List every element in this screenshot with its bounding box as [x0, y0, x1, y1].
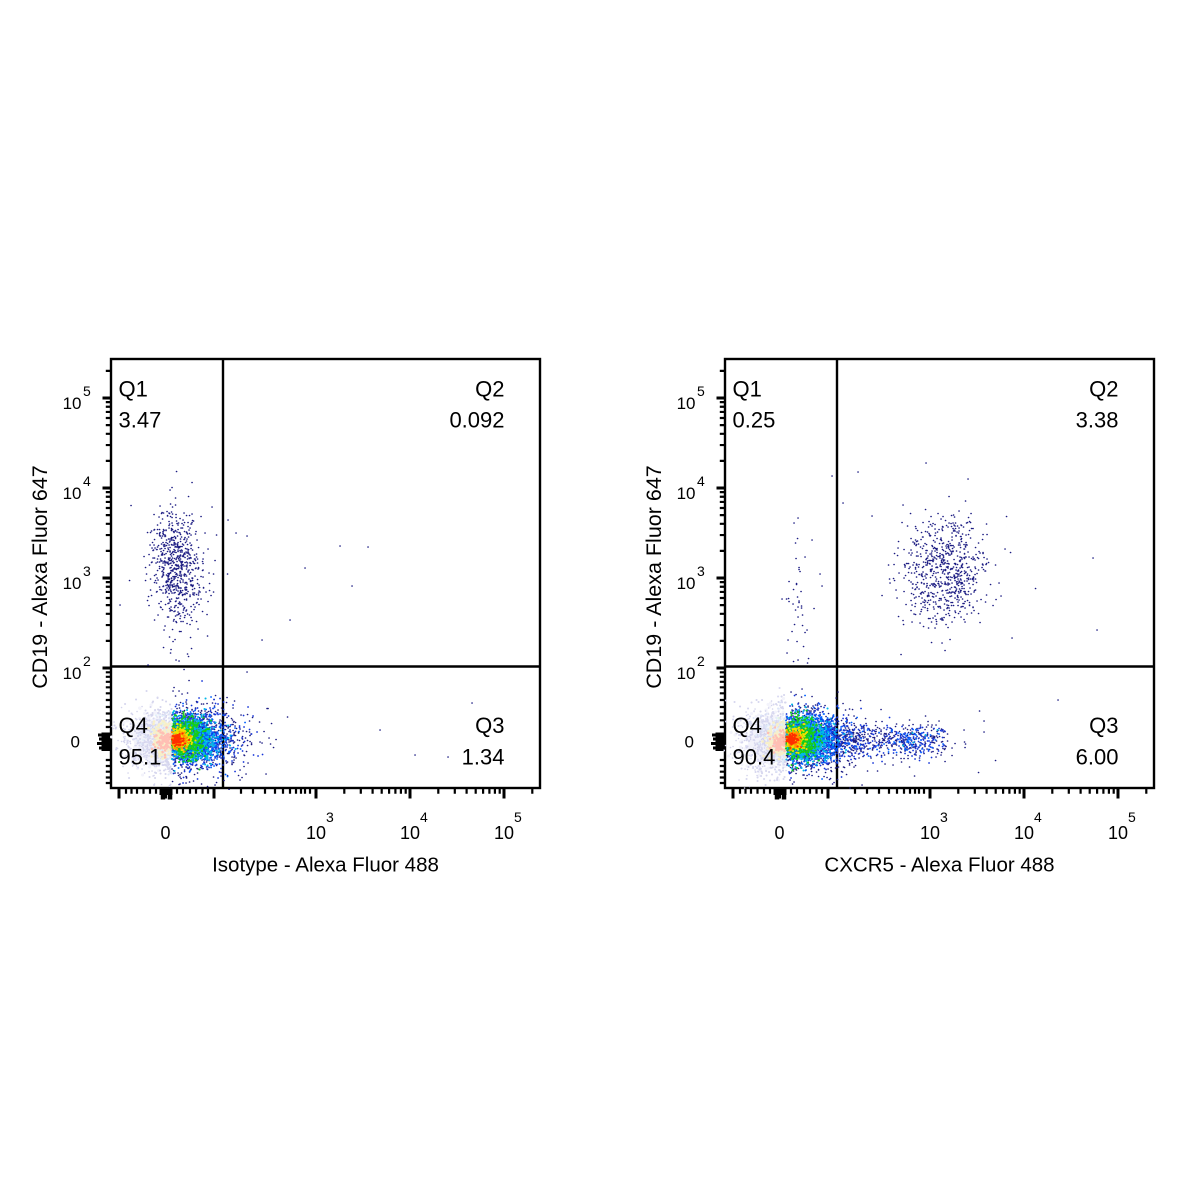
svg-text:10: 10 — [400, 823, 420, 843]
svg-text:10: 10 — [63, 394, 82, 413]
svg-text:2: 2 — [83, 653, 91, 669]
svg-text:3: 3 — [83, 563, 91, 579]
svg-text:10: 10 — [677, 484, 696, 503]
svg-text:0.092: 0.092 — [449, 408, 504, 433]
svg-text:10: 10 — [306, 823, 326, 843]
svg-text:5: 5 — [1128, 809, 1136, 825]
svg-text:2: 2 — [697, 653, 705, 669]
svg-text:Q1: Q1 — [733, 377, 762, 402]
svg-text:10: 10 — [63, 574, 82, 593]
svg-text:3: 3 — [940, 809, 948, 825]
svg-text:10: 10 — [677, 574, 696, 593]
svg-text:10: 10 — [1108, 823, 1128, 843]
svg-text:5: 5 — [514, 809, 522, 825]
svg-text:3: 3 — [326, 809, 334, 825]
svg-text:0: 0 — [160, 823, 170, 843]
svg-text:0: 0 — [71, 733, 80, 752]
svg-text:5: 5 — [83, 383, 91, 399]
svg-text:Q2: Q2 — [475, 377, 504, 402]
svg-text:5: 5 — [697, 383, 705, 399]
svg-text:Q4: Q4 — [733, 713, 762, 738]
svg-text:3.47: 3.47 — [119, 408, 162, 433]
svg-text:0: 0 — [685, 733, 694, 752]
svg-text:3: 3 — [697, 563, 705, 579]
svg-text:Q1: Q1 — [119, 377, 148, 402]
svg-text:10: 10 — [1014, 823, 1034, 843]
svg-text:Q3: Q3 — [475, 713, 504, 738]
svg-text:CXCR5 - Alexa Fluor 488: CXCR5 - Alexa Fluor 488 — [824, 854, 1054, 877]
svg-text:Q4: Q4 — [119, 713, 148, 738]
svg-text:10: 10 — [677, 394, 696, 413]
svg-text:4: 4 — [1034, 809, 1042, 825]
svg-text:0.25: 0.25 — [733, 408, 776, 433]
svg-text:3.38: 3.38 — [1076, 408, 1119, 433]
svg-text:0: 0 — [774, 823, 784, 843]
svg-text:95.1: 95.1 — [119, 745, 162, 770]
svg-text:1.34: 1.34 — [462, 745, 505, 770]
svg-text:10: 10 — [920, 823, 940, 843]
svg-text:90.4: 90.4 — [733, 745, 776, 770]
svg-text:6.00: 6.00 — [1076, 745, 1119, 770]
svg-text:10: 10 — [494, 823, 514, 843]
svg-text:4: 4 — [83, 473, 91, 489]
svg-text:10: 10 — [63, 664, 82, 683]
svg-text:4: 4 — [420, 809, 428, 825]
svg-text:CD19 - Alexa Fluor 647: CD19 - Alexa Fluor 647 — [642, 465, 666, 688]
svg-text:10: 10 — [677, 664, 696, 683]
svg-text:10: 10 — [63, 484, 82, 503]
svg-text:Q2: Q2 — [1089, 377, 1118, 402]
svg-text:CD19 - Alexa Fluor 647: CD19 - Alexa Fluor 647 — [28, 465, 52, 688]
svg-text:4: 4 — [697, 473, 705, 489]
svg-text:Isotype - Alexa Fluor 488: Isotype - Alexa Fluor 488 — [212, 854, 439, 877]
svg-text:Q3: Q3 — [1089, 713, 1118, 738]
